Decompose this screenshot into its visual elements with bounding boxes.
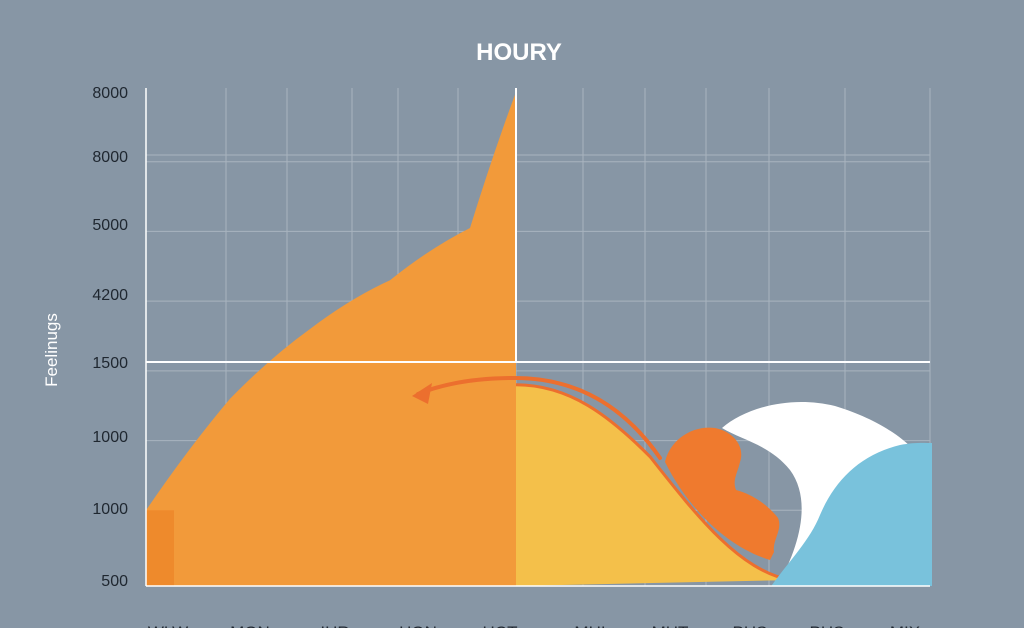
y-tick-label: 1000 <box>92 429 128 446</box>
x-tick-label: MHI <box>574 623 605 628</box>
y-axis-label: Feelinugs <box>42 313 61 387</box>
area-falling <box>516 384 790 586</box>
area-edge-band <box>146 510 174 586</box>
trend-arrow-head <box>412 383 432 404</box>
y-tick-label: 1500 <box>92 355 128 372</box>
sleeper-head <box>665 427 780 560</box>
trend-arrow <box>412 375 662 460</box>
x-tick-label: PHS <box>810 623 845 628</box>
y-axis-ticks: 8000 8000 5000 4200 1500 1000 1000 500 <box>92 85 128 590</box>
x-tick-label: WLW <box>148 623 188 628</box>
x-tick-label: MIX <box>890 623 920 628</box>
y-tick-label: 5000 <box>92 217 128 234</box>
x-tick-label: IHR <box>320 623 349 628</box>
crosshair <box>145 88 930 587</box>
area-rising <box>146 92 516 586</box>
y-tick-label: 4200 <box>92 287 128 304</box>
area-falling-outline <box>515 383 791 582</box>
x-tick-label: HCT <box>483 623 518 628</box>
x-tick-label: PHS <box>733 623 768 628</box>
x-axis-ticks: WLW MON IHR HON HCT MHI MHT PHS PHS MIX <box>148 623 920 628</box>
blanket <box>772 442 932 586</box>
y-tick-label: 8000 <box>92 85 128 102</box>
x-tick-label: MON <box>230 623 270 628</box>
chart-title: HOURY <box>476 39 562 66</box>
sleeping-figure-illustration <box>665 401 932 586</box>
x-tick-label: HON <box>399 623 437 628</box>
plot-area <box>146 92 791 586</box>
x-tick-label: MHT <box>652 623 689 628</box>
y-tick-label: 8000 <box>92 149 128 166</box>
y-tick-label: 500 <box>101 573 128 590</box>
y-tick-label: 1000 <box>92 501 128 518</box>
trend-arrow-line <box>416 375 662 460</box>
